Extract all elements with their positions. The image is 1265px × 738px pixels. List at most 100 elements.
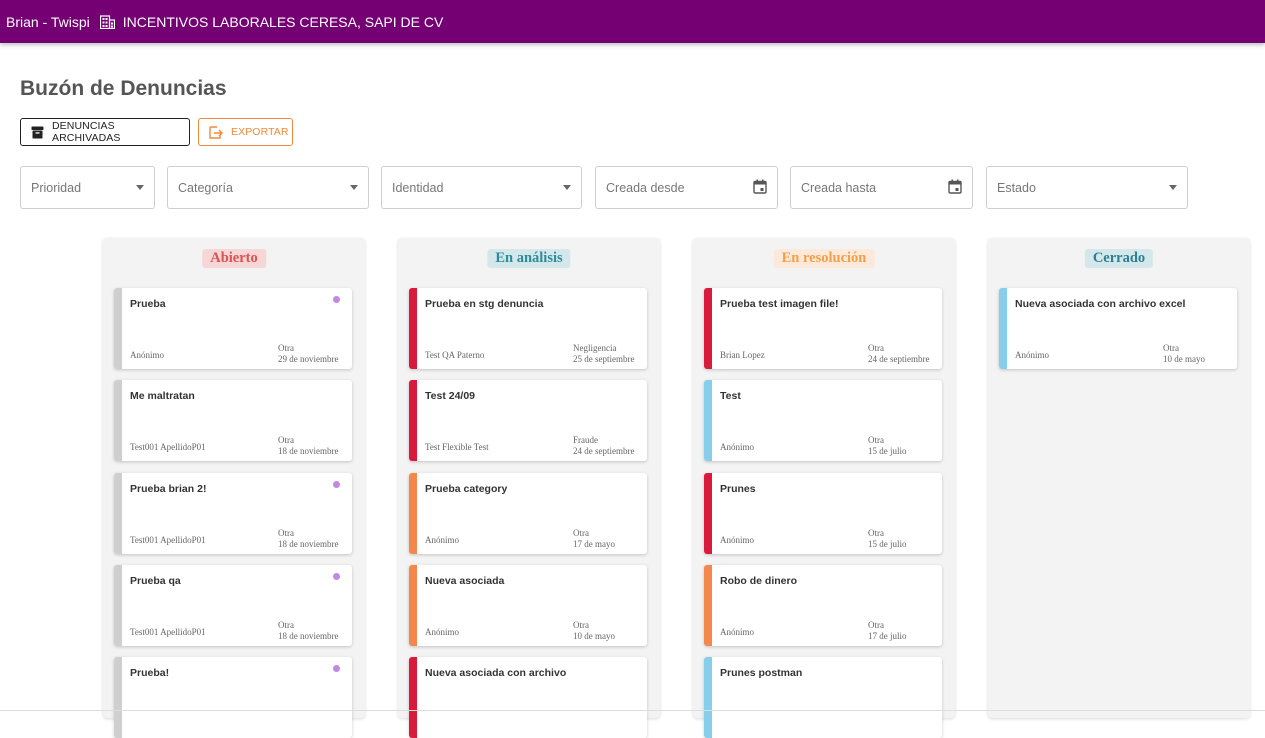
complaint-card[interactable]: Prueba test imagen file! Brian Lopez Otra 2…	[704, 288, 942, 369]
complaint-card[interactable]: Prueba category Anónimo Otra 17 de mayo	[409, 473, 647, 554]
card-category: Otra	[868, 528, 884, 538]
card-date: 18 de noviembre	[278, 539, 339, 549]
card-title: Me maltratan	[130, 390, 195, 402]
calendar-icon[interactable]	[948, 179, 962, 197]
created-from-field[interactable]: Creada desde	[595, 166, 778, 209]
card-meta: Otra 18 de noviembre	[278, 435, 338, 457]
card-category: Otra	[278, 528, 294, 538]
complaint-card[interactable]: Prunes Anónimo Otra 15 de julio	[704, 473, 942, 554]
card-title: Prueba	[130, 298, 166, 310]
priority-indicator	[409, 288, 417, 369]
priority-indicator	[114, 657, 122, 738]
chevron-down-icon	[1169, 185, 1177, 190]
card-date: 18 de noviembre	[278, 446, 339, 456]
card-author: Anónimo	[130, 350, 165, 360]
priority-indicator	[114, 473, 122, 554]
archived-complaints-button[interactable]: DENUNCIAS ARCHIVADAS	[20, 118, 190, 146]
category-filter[interactable]: Categoría	[167, 166, 369, 209]
card-author: Anónimo	[1015, 350, 1050, 360]
priority-indicator	[409, 380, 417, 461]
unread-dot-icon	[333, 573, 340, 580]
card-title: Nueva asociada con archivo	[425, 667, 567, 679]
complaint-card[interactable]: Test Anónimo Otra 15 de julio	[704, 380, 942, 461]
card-category: Otra	[278, 435, 294, 445]
card-title: Nueva asociada con archivo excel	[1015, 298, 1186, 310]
card-title: Robo de dinero	[720, 575, 797, 587]
export-label: EXPORTAR	[231, 126, 289, 138]
card-meta: Otra 18 de noviembre	[278, 528, 338, 550]
complaint-card[interactable]: Nueva asociada con archivo	[409, 657, 647, 738]
card-meta: Otra 18 de noviembre	[278, 620, 338, 642]
card-date: 10 de mayo	[1163, 354, 1205, 364]
identity-filter-label: Identidad	[392, 180, 444, 195]
calendar-icon[interactable]	[753, 179, 767, 197]
complaint-card[interactable]: Prueba Anónimo Otra 29 de noviembre	[114, 288, 352, 369]
card-meta: Otra 10 de mayo	[1163, 343, 1205, 365]
complaint-card[interactable]: Nueva asociada Anónimo Otra 10 de mayo	[409, 565, 647, 646]
card-meta: Otra 17 de mayo	[573, 528, 615, 550]
card-author: Test001 ApellidoP01	[130, 535, 206, 545]
complaint-card[interactable]: Prunes postman	[704, 657, 942, 738]
card-category: Otra	[278, 620, 294, 630]
card-title: Prunes	[720, 483, 756, 495]
priority-indicator	[704, 380, 712, 461]
complaint-card[interactable]: Prueba!	[114, 657, 352, 738]
complaint-card[interactable]: Test 24/09 Test Flexible Test Fraude 24 de …	[409, 380, 647, 461]
card-author: Brian Lopez	[720, 350, 765, 360]
archived-complaints-label: DENUNCIAS ARCHIVADAS	[52, 120, 121, 144]
card-author: Test001 ApellidoP01	[130, 627, 206, 637]
complaint-card[interactable]: Nueva asociada con archivo excel Anónimo O…	[999, 288, 1237, 369]
card-title: Test	[720, 390, 741, 402]
priority-indicator	[409, 473, 417, 554]
archive-icon	[31, 126, 44, 139]
complaint-card[interactable]: Prueba qa Test001 ApellidoP01 Otra 18 de no…	[114, 565, 352, 646]
column-title: En resolución	[773, 249, 875, 268]
card-author: Test QA Paterno	[425, 350, 485, 360]
card-date: 18 de noviembre	[278, 631, 339, 641]
card-title: Prueba qa	[130, 575, 181, 587]
column-title: En análisis	[487, 249, 571, 268]
card-meta: Otra 24 de septiembre	[868, 343, 929, 365]
card-category: Otra	[573, 528, 589, 538]
card-category: Otra	[1163, 343, 1179, 353]
card-date: 24 de septiembre	[868, 354, 930, 364]
card-author: Anónimo	[425, 627, 460, 637]
card-meta: Otra 10 de mayo	[573, 620, 615, 642]
card-category: Otra	[868, 620, 884, 630]
identity-filter[interactable]: Identidad	[381, 166, 582, 209]
priority-indicator	[114, 288, 122, 369]
card-date: 15 de julio	[868, 446, 907, 456]
company-name[interactable]: INCENTIVOS LABORALES CERESA, SAPI DE CV	[122, 13, 444, 30]
card-category: Otra	[278, 343, 294, 353]
card-title: Prueba category	[425, 483, 508, 495]
card-title: Nueva asociada	[425, 575, 505, 587]
card-category: Otra	[868, 343, 884, 353]
column-resolution: En resolución Prueba test imagen file! Bri…	[693, 238, 955, 738]
status-filter[interactable]: Estado	[986, 166, 1188, 209]
export-icon	[209, 125, 223, 139]
unread-dot-icon	[333, 665, 340, 672]
priority-filter[interactable]: Prioridad	[20, 166, 155, 209]
card-title: Prueba en stg denuncia	[425, 298, 544, 310]
card-date: 17 de mayo	[573, 539, 615, 549]
card-title: Prunes postman	[720, 667, 803, 679]
export-button[interactable]: EXPORTAR	[198, 118, 293, 146]
card-title: Prueba brian 2!	[130, 483, 207, 495]
complaint-card[interactable]: Prueba brian 2! Test001 ApellidoP01 Otra 18…	[114, 473, 352, 554]
chevron-down-icon	[350, 185, 358, 190]
complaint-card[interactable]: Me maltratan Test001 ApellidoP01 Otra 18 de…	[114, 380, 352, 461]
priority-indicator	[409, 565, 417, 646]
priority-indicator	[704, 565, 712, 646]
complaint-card[interactable]: Prueba en stg denuncia Test QA Paterno Neg…	[409, 288, 647, 369]
card-category: Negligencia	[573, 343, 617, 353]
chevron-down-icon	[136, 185, 144, 190]
priority-indicator	[114, 380, 122, 461]
column-title: Abierto	[202, 249, 266, 268]
card-title: Prueba!	[130, 667, 170, 679]
user-name[interactable]: Brian - Twispi	[6, 13, 90, 30]
column-open: Abierto Prueba Anónimo Otra 29 de noviembre M…	[103, 238, 365, 738]
complaint-card[interactable]: Robo de dinero Anónimo Otra 17 de julio	[704, 565, 942, 646]
card-meta: Fraude 24 de septiembre	[573, 435, 634, 457]
created-to-field[interactable]: Creada hasta	[790, 166, 973, 209]
top-bar: Brian - Twispi INCENTIVOS LABORALES CERE…	[0, 0, 1265, 43]
